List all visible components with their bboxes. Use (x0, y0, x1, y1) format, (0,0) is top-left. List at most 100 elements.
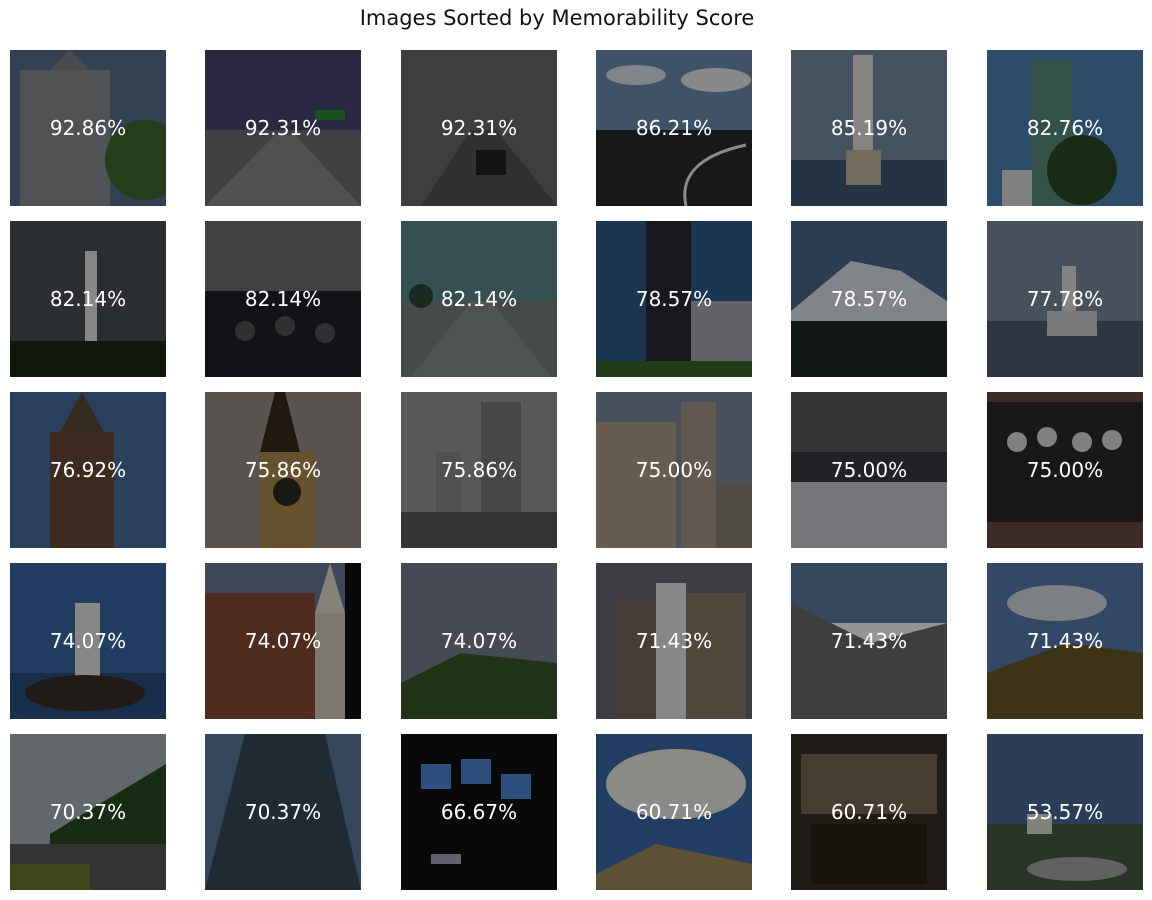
dim-overlay (791, 221, 947, 377)
dim-overlay (205, 392, 361, 548)
memorability-score: 86.21% (635, 116, 713, 140)
dim-overlay (205, 734, 361, 890)
dim-overlay (10, 392, 166, 548)
thumbnail-image (10, 50, 166, 206)
image-tile: 53.57% (987, 734, 1143, 890)
image-tile: 78.57% (596, 221, 752, 377)
image-tile: 71.43% (596, 563, 752, 719)
image-tile: 75.86% (401, 392, 557, 548)
memorability-score: 53.57% (1026, 800, 1104, 824)
memorability-score: 60.71% (635, 800, 713, 824)
thumbnail-image (10, 392, 166, 548)
dim-overlay (401, 392, 557, 548)
dim-overlay (987, 734, 1143, 890)
memorability-score: 78.57% (635, 287, 713, 311)
thumbnail-image (596, 50, 752, 206)
memorability-score: 71.43% (830, 629, 908, 653)
memorability-score: 70.37% (49, 800, 127, 824)
memorability-score: 92.31% (244, 116, 322, 140)
memorability-score: 82.14% (49, 287, 127, 311)
thumbnail-image (987, 221, 1143, 377)
thumbnail-image (401, 50, 557, 206)
thumbnail-image (987, 563, 1143, 719)
dim-overlay (596, 563, 752, 719)
thumbnail-image (401, 734, 557, 890)
thumbnail-image (205, 221, 361, 377)
dim-overlay (987, 50, 1143, 206)
memorability-score: 75.00% (830, 458, 908, 482)
thumbnail-image (205, 563, 361, 719)
image-tile: 85.19% (791, 50, 947, 206)
image-tile: 77.78% (987, 221, 1143, 377)
thumbnail-image (10, 221, 166, 377)
memorability-score: 71.43% (635, 629, 713, 653)
dim-overlay (791, 50, 947, 206)
dim-overlay (596, 392, 752, 548)
thumbnail-image (401, 221, 557, 377)
dim-overlay (791, 563, 947, 719)
dim-overlay (205, 50, 361, 206)
image-tile: 82.14% (401, 221, 557, 377)
thumbnail-image (596, 734, 752, 890)
dim-overlay (205, 221, 361, 377)
memorability-score: 71.43% (1026, 629, 1104, 653)
memorability-score: 75.00% (1026, 458, 1104, 482)
memorability-score: 85.19% (830, 116, 908, 140)
image-tile: 82.14% (10, 221, 166, 377)
thumbnail-image (596, 392, 752, 548)
memorability-score: 76.92% (49, 458, 127, 482)
image-tile: 75.00% (596, 392, 752, 548)
image-tile: 82.76% (987, 50, 1143, 206)
memorability-score: 77.78% (1026, 287, 1104, 311)
dim-overlay (987, 392, 1143, 548)
image-tile: 66.67% (401, 734, 557, 890)
dim-overlay (401, 50, 557, 206)
thumbnail-image (791, 734, 947, 890)
dim-overlay (791, 734, 947, 890)
image-tile: 71.43% (791, 563, 947, 719)
thumbnail-image (791, 563, 947, 719)
dim-overlay (987, 221, 1143, 377)
dim-overlay (596, 221, 752, 377)
thumbnail-image (596, 221, 752, 377)
dim-overlay (596, 50, 752, 206)
image-tile: 70.37% (205, 734, 361, 890)
memorability-score: 75.86% (244, 458, 322, 482)
image-tile: 74.07% (205, 563, 361, 719)
image-tile: 76.92% (10, 392, 166, 548)
memorability-score: 74.07% (244, 629, 322, 653)
dim-overlay (10, 221, 166, 377)
image-tile: 60.71% (791, 734, 947, 890)
image-tile: 74.07% (10, 563, 166, 719)
dim-overlay (401, 563, 557, 719)
image-tile: 92.31% (205, 50, 361, 206)
memorability-score: 82.76% (1026, 116, 1104, 140)
image-tile: 82.14% (205, 221, 361, 377)
memorability-score: 82.14% (244, 287, 322, 311)
thumbnail-image (401, 392, 557, 548)
image-tile: 60.71% (596, 734, 752, 890)
figure-title: Images Sorted by Memorability Score (359, 6, 755, 30)
dim-overlay (791, 392, 947, 548)
memorability-score: 74.07% (49, 629, 127, 653)
image-tile: 75.86% (205, 392, 361, 548)
memorability-score: 60.71% (830, 800, 908, 824)
memorability-score: 78.57% (830, 287, 908, 311)
dim-overlay (205, 563, 361, 719)
image-tile: 74.07% (401, 563, 557, 719)
image-tile: 92.31% (401, 50, 557, 206)
image-tile: 78.57% (791, 221, 947, 377)
memorability-score: 92.31% (440, 116, 518, 140)
thumbnail-image (205, 50, 361, 206)
memorability-score: 75.86% (440, 458, 518, 482)
thumbnail-image (791, 50, 947, 206)
image-tile: 71.43% (987, 563, 1143, 719)
memorability-score: 74.07% (440, 629, 518, 653)
dim-overlay (10, 563, 166, 719)
memorability-score: 92.86% (49, 116, 127, 140)
thumbnail-image (10, 563, 166, 719)
memorability-score: 82.14% (440, 287, 518, 311)
thumbnail-image (987, 392, 1143, 548)
thumbnail-image (791, 221, 947, 377)
dim-overlay (10, 50, 166, 206)
